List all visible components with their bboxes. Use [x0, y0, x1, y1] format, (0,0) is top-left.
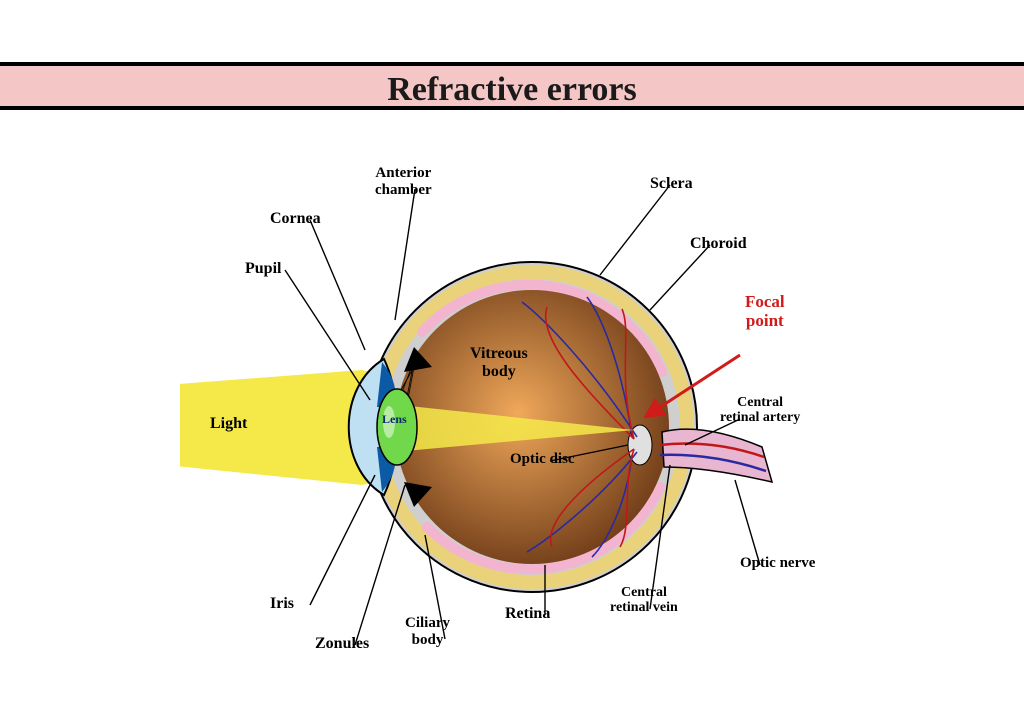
lens — [377, 389, 417, 465]
label-pupil: Pupil — [245, 260, 281, 278]
label-focal-point: Focal point — [745, 293, 785, 330]
label-lead — [395, 189, 415, 320]
label-lead — [650, 245, 710, 310]
label-retina: Retina — [505, 605, 550, 623]
title-band: Refractive errors — [0, 62, 1024, 110]
label-iris: Iris — [270, 595, 294, 613]
label-central-retinal-vein: Central retinal vein — [610, 585, 678, 616]
label-lens: Lens — [382, 413, 407, 426]
label-zonules: Zonules — [315, 635, 369, 653]
label-choroid: Choroid — [690, 235, 747, 253]
label-lead — [355, 485, 405, 645]
page-title: Refractive errors — [0, 66, 1024, 114]
label-ciliary-body: Ciliary body — [405, 615, 450, 648]
label-light: Light — [210, 415, 247, 433]
label-vitreous-body: Vitreous body — [470, 345, 528, 380]
label-central-retinal-artery: Central retinal artery — [720, 395, 800, 426]
label-lead — [600, 185, 670, 275]
label-optic-nerve: Optic nerve — [740, 555, 815, 572]
label-lead — [735, 480, 760, 565]
label-lead — [310, 475, 375, 605]
eye-diagram: Sclera Choroid Anterior chamber Cornea Pupil… — [180, 155, 880, 695]
label-anterior-chamber: Anterior chamber — [375, 165, 432, 198]
label-optic-disc: Optic disc — [510, 451, 575, 468]
label-cornea: Cornea — [270, 210, 321, 228]
label-sclera: Sclera — [650, 175, 693, 193]
label-lead — [310, 220, 365, 350]
